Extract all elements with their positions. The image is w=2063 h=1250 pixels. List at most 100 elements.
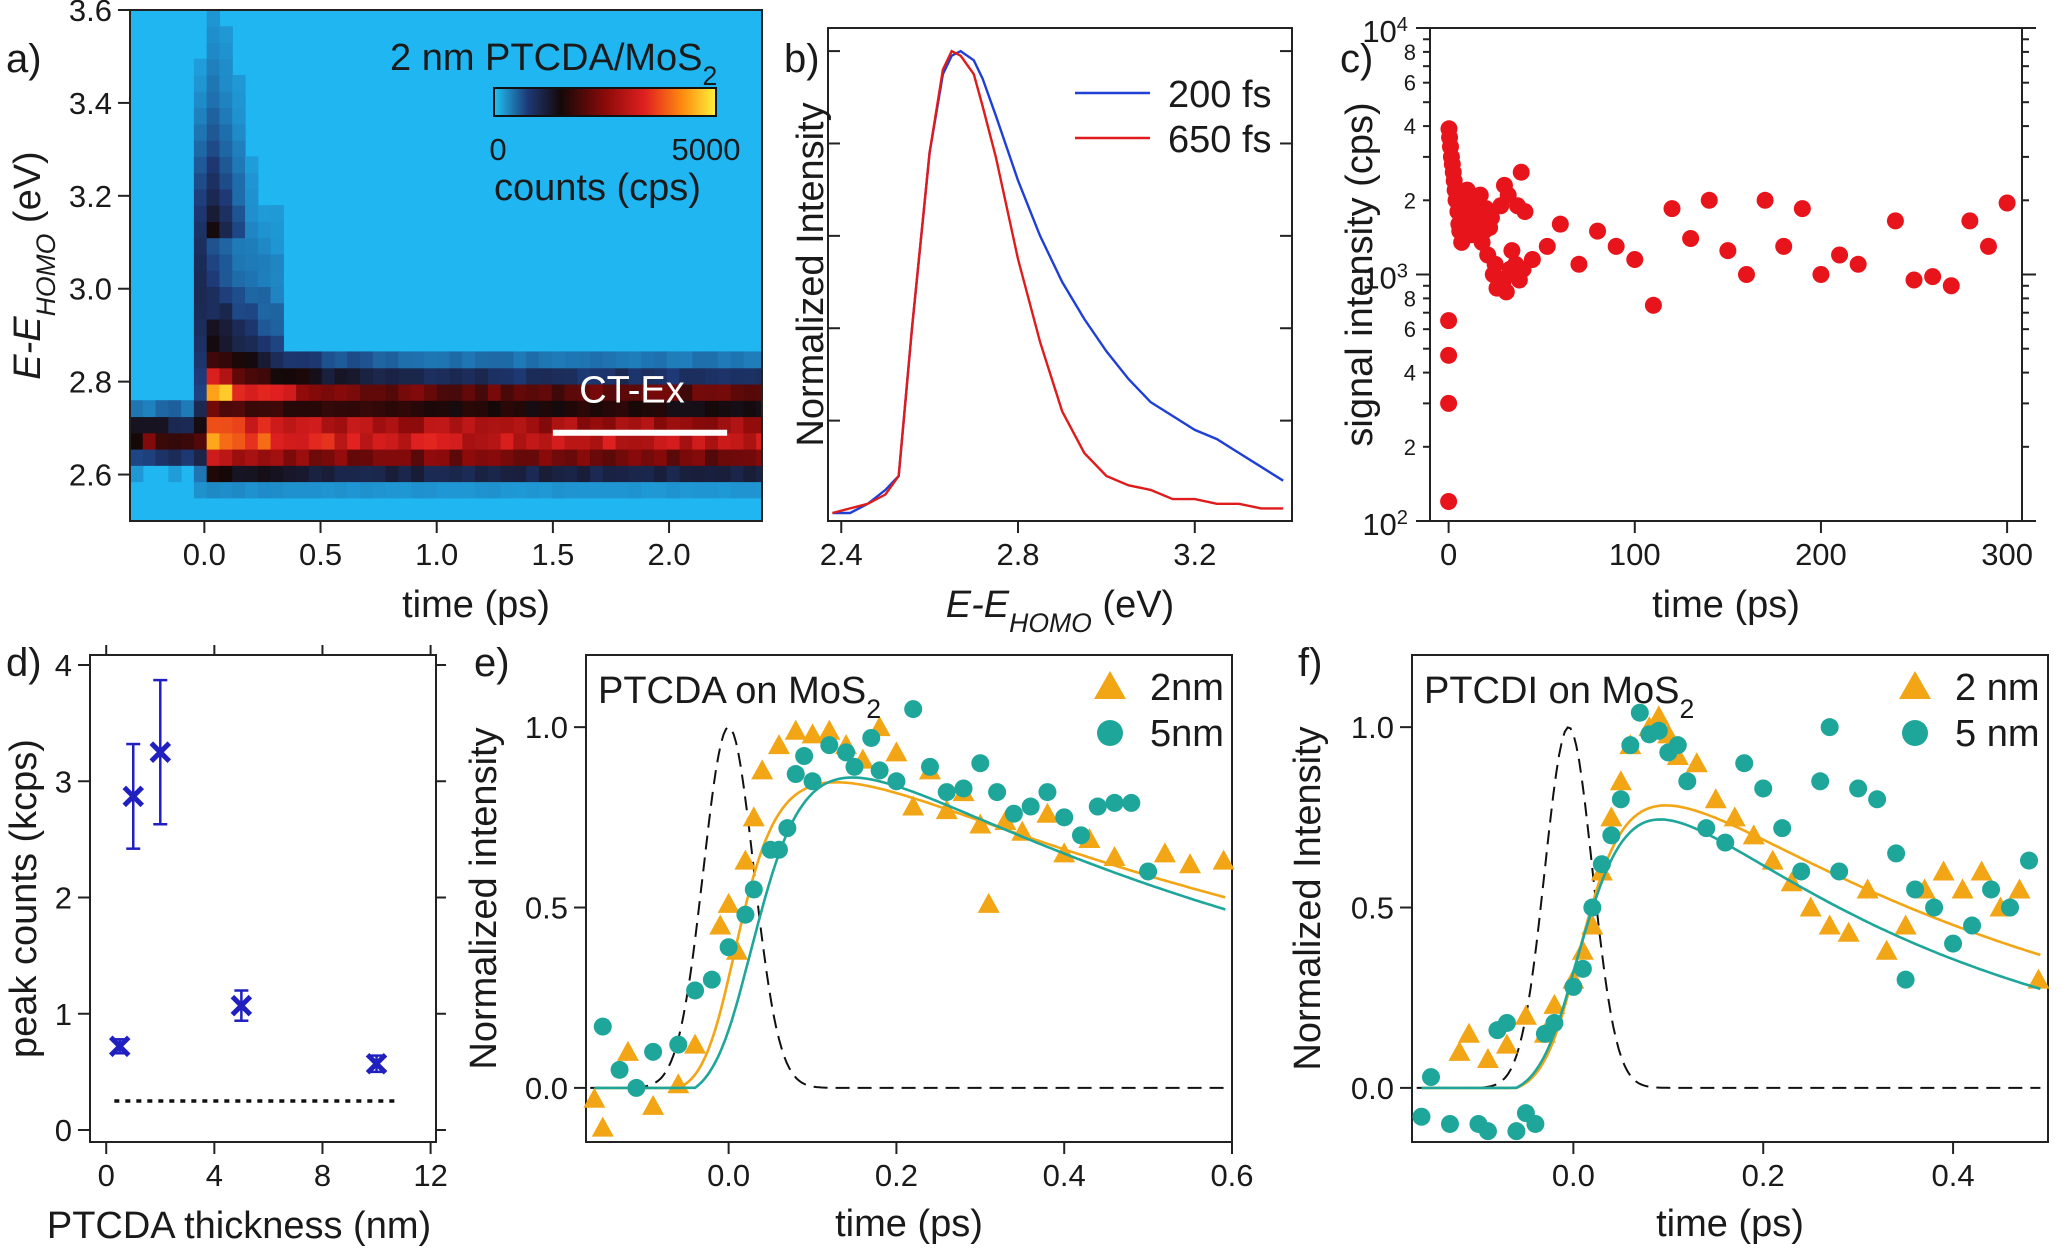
heatmap-cell (411, 416, 425, 434)
data-point-triangle (583, 1087, 606, 1108)
heatmap-cell (142, 416, 157, 434)
data-point-triangle (1448, 1040, 1471, 1061)
heatmap-cell (168, 465, 182, 483)
data-point-circle (1820, 718, 1839, 737)
data-point-triangle (969, 813, 992, 834)
data-point-circle (1088, 797, 1107, 816)
panel-c-decade-label-part: 10 (1362, 261, 1396, 296)
heatmap-cell (321, 432, 336, 450)
heatmap-cell (705, 383, 719, 401)
heatmap-title: 2 nm PTCDA/MoS2 (390, 37, 717, 91)
panel-c-minor-label: 4 (1404, 114, 1416, 139)
heatmap-cell (193, 318, 208, 336)
heatmap-cell (130, 465, 144, 483)
data-point-circle (1038, 783, 1057, 802)
panel-f-title-part: PTCDI on MoS (1424, 670, 1680, 712)
panel-c-decade-label: 104 (1362, 14, 1408, 49)
heatmap-cell (615, 351, 629, 369)
heatmap-cell (513, 367, 527, 385)
data-point (1700, 191, 1718, 209)
heatmap-cell (193, 172, 208, 190)
panel-d-label: d) (6, 641, 42, 685)
legend-marker-1 (1902, 720, 1928, 746)
panel-a-ytick-label: 2.6 (69, 458, 112, 493)
panel-f-title: PTCDI on MoS2 (1424, 670, 1694, 724)
data-point-circle (686, 981, 705, 1000)
heatmap-cell (705, 432, 719, 450)
data-point-circle (1630, 703, 1649, 722)
heatmap-cell (219, 286, 233, 304)
heatmap-cell (270, 221, 284, 239)
heatmap-cell (756, 383, 762, 401)
heatmap-cell (615, 465, 629, 483)
data-point-circle (1004, 804, 1023, 823)
heatmap-cell (193, 75, 208, 92)
panel-a-xtick-label: 1.5 (531, 537, 574, 572)
heatmap-cell (398, 481, 412, 499)
data-point-circle (803, 772, 822, 791)
heatmap-cell (321, 465, 336, 483)
data-point (122, 785, 145, 808)
heatmap-cell (296, 465, 310, 483)
data-point-triangle (1600, 806, 1623, 827)
heatmap-cell (372, 400, 387, 418)
panel-a-ytick-label: 3.6 (69, 0, 112, 28)
heatmap-cell (743, 351, 757, 369)
heatmap-cell (692, 481, 706, 499)
heatmap-cell (270, 465, 284, 483)
heatmap-cell (193, 253, 208, 271)
heatmap-cell (475, 481, 489, 499)
heatmap-cell (423, 481, 438, 499)
data-point-circle (1440, 1114, 1459, 1133)
panel-e-ytick-label: 0.0 (525, 1071, 568, 1106)
heatmap-cell (756, 481, 762, 499)
data-point (365, 1052, 388, 1075)
heatmap-cell (692, 465, 706, 483)
heatmap-cell (130, 432, 144, 450)
heatmap-cell (257, 432, 272, 450)
heatmap-cell (245, 416, 259, 434)
heatmap-cell (245, 221, 259, 239)
heatmap-cell (653, 400, 668, 418)
data-point-triangle (1036, 802, 1059, 823)
data-point-triangle (684, 1033, 707, 1054)
irf-dashed-line (1416, 726, 2041, 1089)
data-point (1979, 237, 1997, 255)
heatmap-cell (423, 416, 438, 434)
panel-c-decade-label-part: 10 (1362, 507, 1396, 542)
heatmap-cell (193, 400, 208, 418)
data-point (1905, 271, 1923, 289)
heatmap-cell (232, 351, 246, 369)
heatmap-cell (449, 351, 463, 369)
heatmap-cell (219, 351, 233, 369)
panel-e-xtick-label: 0.4 (1043, 1158, 1086, 1193)
heatmap-cell (500, 432, 514, 450)
heatmap-cell (219, 432, 233, 450)
heatmap-cell (219, 75, 233, 92)
heatmap-cell (653, 481, 668, 499)
heatmap-cell (756, 400, 762, 418)
heatmap-cell (334, 400, 348, 418)
panel-c-minor-label: 8 (1404, 40, 1416, 65)
heatmap-cell (705, 481, 719, 499)
heatmap-cell (193, 270, 208, 288)
heatmap-cell (717, 448, 732, 466)
heatmap-cell (219, 107, 233, 125)
data-point (1607, 237, 1625, 255)
panel-b-xlabel-part: E-E (946, 584, 1010, 626)
heatmap-cell (219, 416, 233, 434)
heatmap-cell (462, 416, 476, 434)
heatmap-cell (232, 75, 246, 92)
heatmap-cell (411, 367, 425, 385)
heatmap-cell (436, 465, 451, 483)
heatmap-cell (347, 481, 361, 499)
panel-c-decade-label-part: 10 (1362, 14, 1396, 49)
heatmap-cell (538, 432, 553, 450)
heatmap-cell (436, 432, 451, 450)
heatmap-cell (193, 465, 208, 483)
heatmap-cell (577, 400, 591, 418)
heatmap-cell (270, 367, 284, 385)
heatmap-cell (270, 270, 284, 288)
